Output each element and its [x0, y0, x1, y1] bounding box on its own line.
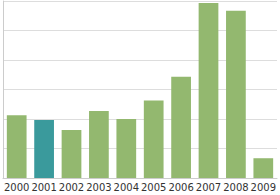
svg-text:2005: 2005	[141, 182, 166, 193]
svg-text:2002: 2002	[59, 182, 84, 193]
svg-text:2009: 2009	[251, 182, 276, 193]
svg-text:2007: 2007	[196, 182, 221, 193]
svg-text:2008: 2008	[223, 182, 248, 193]
svg-text:2004: 2004	[114, 182, 139, 193]
svg-text:2000: 2000	[4, 182, 29, 193]
svg-text:2001: 2001	[31, 182, 56, 193]
svg-text:2006: 2006	[168, 182, 193, 193]
svg-text:2003: 2003	[86, 182, 111, 193]
